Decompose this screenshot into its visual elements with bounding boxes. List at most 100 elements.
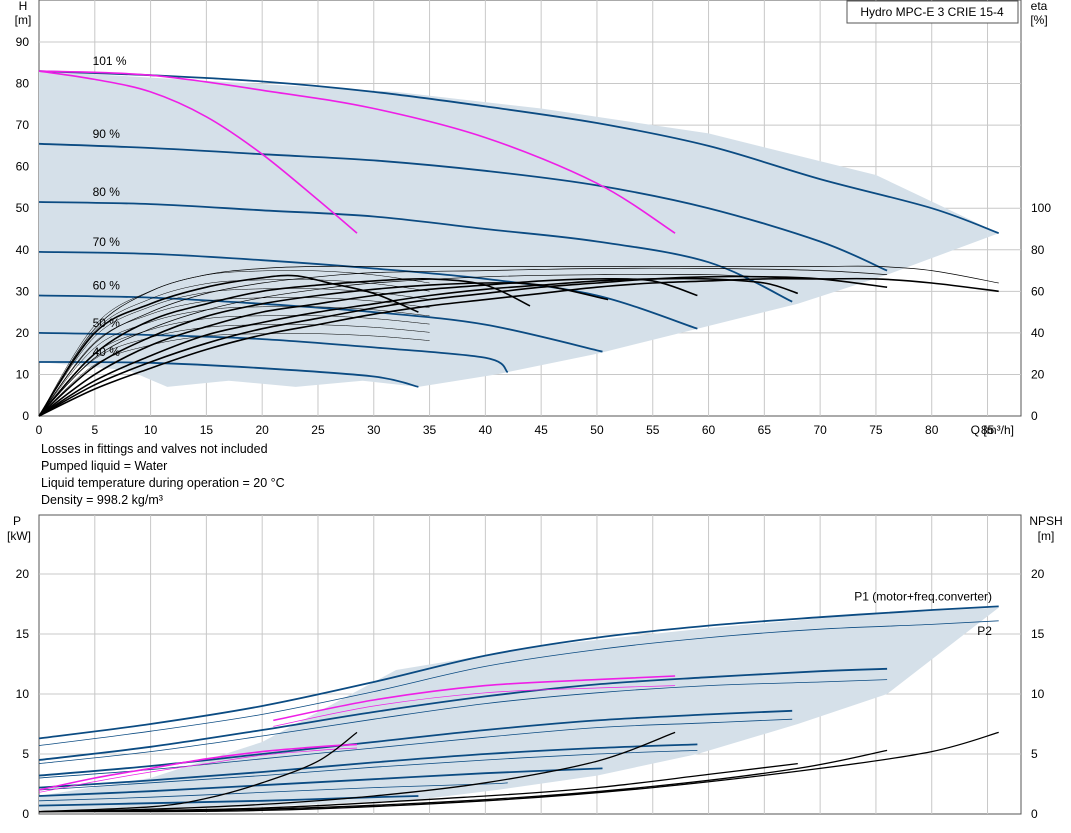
- y-tick-label: 0: [22, 807, 29, 821]
- efficiency-curve: [38, 274, 419, 417]
- x-tick-label: 70: [813, 423, 827, 437]
- y-tick-label: 50: [16, 201, 30, 215]
- p1-legend-label: P1 (motor+freq.converter): [854, 589, 992, 603]
- efficiency-curve-thin: [38, 324, 430, 417]
- single-pump-power-curve: [273, 675, 676, 722]
- note-density: Density = 998.2 kg/m³: [41, 493, 163, 507]
- speed-curve: [38, 251, 698, 330]
- single-pump-power-curve: [38, 743, 358, 791]
- speed-label: 101 %: [93, 54, 127, 68]
- y-tick-label: 40: [16, 243, 30, 257]
- power-curve: [38, 743, 698, 789]
- power-curve: [38, 667, 888, 761]
- speed-curve: [38, 361, 419, 388]
- x-tick-label: 0: [36, 423, 43, 437]
- npsh-curve: [38, 762, 798, 813]
- power-curve: [38, 620, 999, 746]
- efficiency-curve: [38, 267, 888, 417]
- single-pump-curve: [38, 70, 676, 234]
- power-axis-label: P: [13, 514, 21, 528]
- x-axis-label: Q [m³/h]: [971, 423, 1014, 437]
- npsh-curve: [38, 731, 676, 813]
- power-axis-unit: [kW]: [7, 529, 31, 543]
- power-curve: [38, 679, 888, 764]
- npsh-axis-label: NPSH: [1029, 514, 1062, 528]
- y2-tick-label: 60: [1031, 284, 1045, 298]
- y2-tick-label: 0: [1031, 409, 1038, 423]
- y-tick-label: 80: [16, 77, 30, 91]
- y-tick-label: 20: [16, 567, 30, 581]
- efficiency-curve-thin: [38, 333, 430, 417]
- note-liquid: Pumped liquid = Water: [41, 459, 168, 473]
- y2-tick-label: 10: [1031, 687, 1045, 701]
- x-tick-label: 10: [144, 423, 158, 437]
- x-tick-label: 75: [869, 423, 883, 437]
- power-curve: [38, 795, 419, 807]
- efficiency-curve: [38, 277, 799, 417]
- speed-label: 60 %: [93, 278, 121, 292]
- y-tick-label: 60: [16, 160, 30, 174]
- y-tick-label: 10: [16, 367, 30, 381]
- power-npsh-plot: P1 (motor+freq.converter)P20510152005101…: [7, 514, 1063, 821]
- note-losses: Losses in fittings and valves not includ…: [41, 442, 268, 456]
- y-tick-label: 10: [16, 687, 30, 701]
- efficiency-curve-thin: [38, 270, 430, 417]
- y-tick-label: 90: [16, 35, 30, 49]
- y2-axis-unit: [%]: [1030, 13, 1047, 27]
- y-tick-label: 0: [22, 409, 29, 423]
- operating-area: [39, 71, 999, 387]
- y2-tick-label: 40: [1031, 326, 1045, 340]
- single-pump-power-curve: [273, 685, 676, 727]
- y2-tick-label: 0: [1031, 807, 1038, 821]
- legend-box: [846, 0, 1019, 24]
- efficiency-curve-thin: [38, 288, 430, 417]
- x-tick-label: 60: [702, 423, 716, 437]
- p2-legend-label: P2: [977, 624, 992, 638]
- speed-curve: [38, 332, 509, 374]
- x-tick-label: 40: [479, 423, 493, 437]
- efficiency-curve: [38, 278, 698, 417]
- speed-label: 70 %: [93, 235, 121, 249]
- speed-label: 90 %: [93, 127, 121, 141]
- power-curve: [38, 782, 508, 802]
- x-tick-label: 30: [367, 423, 381, 437]
- efficiency-curve-thin: [38, 279, 430, 417]
- speed-curve: [38, 142, 888, 272]
- head-efficiency-plot: 101 %90 %80 %70 %60 %50 %40 %0 5 10 15 20 25 3…: [15, 0, 1051, 437]
- y-tick-label: 20: [16, 326, 30, 340]
- npsh-axis-unit: [m]: [1038, 529, 1055, 543]
- y2-axis-label: eta: [1031, 0, 1048, 13]
- efficiency-curve-thin: [38, 297, 430, 417]
- efficiency-curve-thin: [38, 315, 430, 417]
- x-tick-label: 80: [925, 423, 939, 437]
- x-tick-label: 55: [646, 423, 660, 437]
- speed-curve: [38, 70, 1000, 235]
- efficiency-curve: [38, 275, 888, 417]
- efficiency-curve: [38, 277, 531, 417]
- power-curve: [38, 605, 999, 740]
- x-tick-label: 45: [534, 423, 548, 437]
- power-curve: [38, 718, 793, 779]
- single-pump-curve: [38, 70, 358, 234]
- y-tick-label: 70: [16, 118, 30, 132]
- y-axis-unit: [m]: [15, 13, 32, 27]
- x-tick-label: 20: [256, 423, 270, 437]
- npsh-curve: [38, 749, 888, 813]
- npsh-curve: [38, 731, 999, 813]
- speed-label: 80 %: [93, 185, 121, 199]
- speed-curve: [38, 201, 793, 303]
- npsh-curve: [38, 731, 358, 813]
- x-tick-label: 25: [311, 423, 325, 437]
- power-curve: [38, 767, 603, 797]
- x-tick-label: 15: [200, 423, 214, 437]
- y2-tick-label: 80: [1031, 243, 1045, 257]
- y2-tick-label: 100: [1031, 201, 1051, 215]
- y2-tick-label: 15: [1031, 627, 1045, 641]
- note-temperature: Liquid temperature during operation = 20…: [41, 476, 285, 490]
- y-tick-label: 30: [16, 284, 30, 298]
- operating-area-band: [106, 91, 274, 325]
- x-tick-label: 50: [590, 423, 604, 437]
- y-axis-label: H: [19, 0, 28, 13]
- efficiency-curve-thin: [38, 306, 430, 417]
